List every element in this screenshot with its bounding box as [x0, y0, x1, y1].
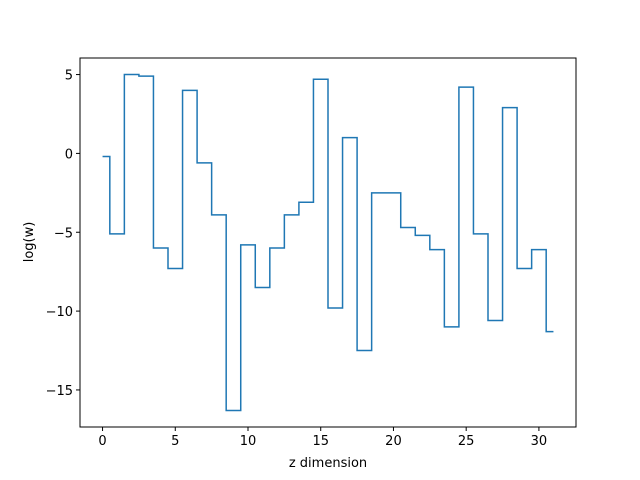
- data-point: [276, 247, 277, 248]
- x-tick-label: 30: [531, 434, 548, 449]
- data-point: [306, 202, 307, 203]
- series-line: [102, 73, 554, 412]
- data-point: [436, 249, 437, 250]
- data-point: [495, 320, 496, 321]
- x-tick-label: 10: [240, 434, 257, 449]
- x-tick-label: 15: [312, 434, 329, 449]
- data-point: [349, 137, 350, 138]
- data-point: [204, 162, 205, 163]
- x-axis-label: z dimension: [289, 456, 367, 471]
- x-axis: 0 5 10 15 20 25 30: [98, 427, 547, 449]
- data-point: [218, 214, 219, 215]
- data-point: [422, 235, 423, 236]
- y-tick-label: −15: [46, 384, 73, 399]
- data-point: [102, 156, 103, 157]
- plot-area: [102, 73, 554, 412]
- data-point: [538, 249, 539, 250]
- y-tick-label: 5: [65, 69, 73, 84]
- axes-frame: [79, 57, 577, 428]
- data-point: [480, 233, 481, 234]
- data-point: [509, 107, 510, 108]
- data-point: [175, 268, 176, 269]
- y-tick-label: 0: [65, 147, 73, 162]
- x-tick-label: 20: [385, 434, 402, 449]
- x-tick-label: 5: [171, 434, 179, 449]
- y-tick-label: −10: [46, 305, 73, 320]
- data-point: [146, 76, 147, 77]
- data-point: [116, 233, 117, 234]
- data-point: [378, 192, 379, 193]
- data-point: [233, 410, 234, 411]
- data-point: [364, 350, 365, 351]
- y-axis-label: log(w): [22, 222, 37, 263]
- y-axis: 5 0 −5 −10 −15: [46, 69, 80, 399]
- data-point: [407, 227, 408, 228]
- data-point: [131, 74, 132, 75]
- data-point: [291, 214, 292, 215]
- data-point: [553, 331, 554, 332]
- data-point: [320, 79, 321, 80]
- data-point: [451, 326, 452, 327]
- data-point: [247, 244, 248, 245]
- data-point: [524, 268, 525, 269]
- data-point: [466, 87, 467, 88]
- data-point: [160, 247, 161, 248]
- data-point: [262, 287, 263, 288]
- data-point: [335, 307, 336, 308]
- y-tick-label: −5: [54, 226, 73, 241]
- x-tick-label: 25: [458, 434, 475, 449]
- x-tick-label: 0: [98, 434, 106, 449]
- data-point: [189, 90, 190, 91]
- data-point: [393, 192, 394, 193]
